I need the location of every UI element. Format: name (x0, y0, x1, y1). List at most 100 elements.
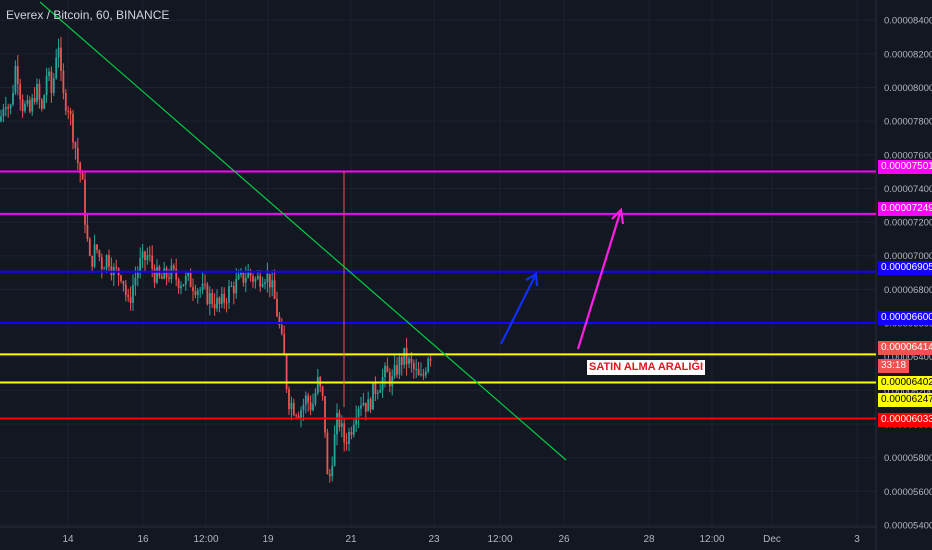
candle-body (396, 365, 398, 375)
y-tick-label: 0.00007400 (884, 184, 932, 195)
candle-body (348, 431, 350, 444)
candle-body (189, 272, 192, 288)
candle-body (247, 270, 250, 278)
x-tick-label: 12:00 (193, 534, 218, 545)
price-tag-6905: 0.00006905 (878, 261, 932, 275)
candle-body (386, 365, 389, 373)
candle-body (283, 333, 286, 356)
candle-body (333, 434, 336, 466)
candle-body (408, 358, 410, 365)
candle-body (100, 257, 103, 270)
candle-body (144, 251, 146, 261)
candle-body (256, 275, 259, 279)
candle-body (381, 377, 384, 390)
time-axis-ticks: 14 16 12:00 19 21 23 12:00 26 28 12:00 Dec 3 (62, 534, 860, 545)
candle-body (403, 347, 406, 365)
candle-body (252, 276, 254, 282)
target-arrow-magenta[interactable] (576, 207, 625, 350)
candle-body (338, 412, 341, 427)
candle-body (69, 111, 72, 115)
candle-body (105, 255, 108, 269)
candle-body (312, 403, 314, 411)
candle-body (55, 57, 58, 79)
candle-body (4, 107, 7, 110)
candle-body (304, 395, 307, 405)
candle-body (88, 239, 91, 256)
candle-body (367, 399, 370, 412)
candle-body (235, 279, 238, 294)
grid-lines (0, 0, 876, 527)
candle-body (43, 95, 46, 109)
candle-body (16, 66, 19, 84)
candle-body (268, 273, 271, 288)
candle-body (163, 268, 166, 279)
x-tick-label: 3 (854, 534, 860, 545)
candle-body (213, 304, 216, 309)
candle-body (134, 277, 137, 286)
candle-body (194, 291, 197, 296)
price-tag-6600: 0.00006600 (878, 311, 932, 325)
candle-body (19, 83, 22, 100)
candle-body (62, 70, 65, 93)
y-tick-label: 0.00005600 (884, 487, 932, 498)
x-tick-label: 21 (345, 534, 357, 545)
candle-body (14, 66, 17, 93)
candle-body (0, 116, 2, 122)
candle-body (391, 376, 394, 387)
candle-body (211, 293, 214, 305)
candle-body (393, 365, 396, 377)
candle-body (345, 442, 348, 444)
candle-body (417, 368, 420, 376)
candle-body (223, 293, 226, 303)
candle-body (249, 270, 252, 277)
candle-body (129, 297, 132, 303)
candle-body (216, 297, 218, 309)
candle-body (108, 255, 110, 267)
candle-body (91, 255, 94, 267)
x-tick-label: 14 (62, 534, 74, 545)
price-tag-6402: 0.00006402 (878, 376, 932, 390)
candle-body (400, 357, 403, 365)
candle-body (192, 287, 194, 292)
x-tick-label: Dec (763, 534, 781, 545)
candle-body (242, 272, 245, 283)
candle-body (398, 357, 401, 375)
candle-body (273, 280, 276, 299)
candle-body (379, 389, 382, 393)
candle-body (218, 297, 221, 304)
candle-body (184, 276, 187, 285)
last-price-tag: 0.00006414 (878, 341, 932, 355)
candle-body (362, 402, 365, 406)
candle-body (175, 269, 178, 280)
price-tag-7249: 0.00007249 (878, 202, 932, 216)
candle-body (86, 224, 89, 240)
candle-body (364, 402, 367, 412)
target-arrow-blue[interactable] (500, 272, 539, 345)
x-tick-label: 19 (262, 534, 274, 545)
ticker-label[interactable]: Everex / Bitcoin, 60, BINANCE (6, 8, 170, 22)
candle-body (292, 402, 295, 416)
buy-zone-annotation[interactable]: SATIN ALMA ARALIĞI (587, 360, 706, 375)
candle-body (230, 285, 233, 287)
candle-body (33, 97, 36, 102)
candle-body (12, 92, 14, 105)
candle-body (182, 284, 185, 287)
candle-body (357, 408, 360, 417)
candle-body (21, 99, 24, 112)
candle-body (369, 399, 372, 410)
candle-body (103, 268, 106, 270)
candle-body (420, 374, 422, 376)
candle-body (297, 415, 300, 418)
y-tick-label: 0.00007600 (884, 150, 932, 161)
descending-trendline[interactable] (39, 1, 567, 461)
candle-body (136, 272, 139, 278)
candle-body (208, 293, 211, 304)
horizontal-levels[interactable] (0, 170, 876, 420)
y-tick-label: 0.00007800 (884, 117, 932, 128)
candle-body (31, 97, 34, 112)
candle-body (237, 274, 240, 280)
candle-body (220, 293, 223, 304)
candle-body (307, 395, 310, 403)
candle-body (141, 251, 144, 259)
